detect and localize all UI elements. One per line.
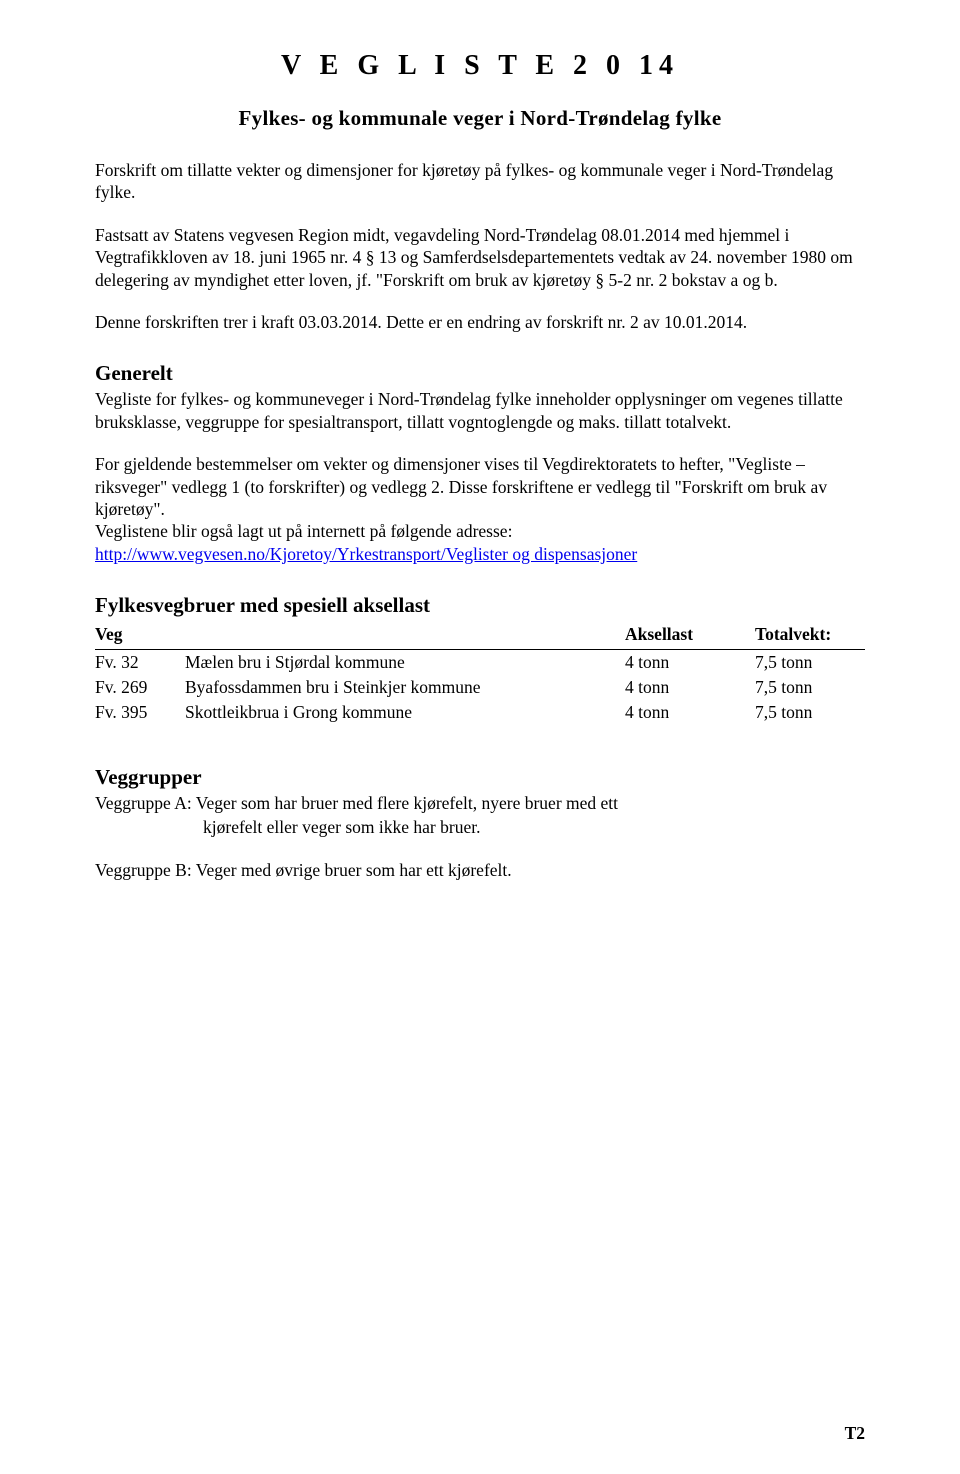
veggruppe-a-line2: kjørefelt eller veger som ikke har bruer… (95, 816, 865, 838)
cell-veg: Fv. 395 (95, 700, 185, 725)
heading-generelt: Generelt (95, 361, 865, 386)
heading-veggrupper: Veggrupper (95, 765, 865, 790)
cell-name: Byafossdammen bru i Steinkjer kommune (185, 675, 625, 700)
generelt-paragraph-1: Vegliste for fylkes- og kommuneveger i N… (95, 388, 865, 433)
intro-paragraph-3: Denne forskriften trer i kraft 03.03.201… (95, 311, 865, 333)
col-header-veg: Veg (95, 622, 625, 650)
section-bridges: Fylkesvegbruer med spesiell aksellast Ve… (95, 593, 865, 725)
col-header-totalvekt: Totalvekt: (755, 622, 865, 650)
vegvesen-link[interactable]: http://www.vegvesen.no/Kjoretoy/Yrkestra… (95, 544, 637, 564)
cell-name: Mælen bru i Stjørdal kommune (185, 650, 625, 676)
cell-totalvekt: 7,5 tonn (755, 650, 865, 676)
col-header-aksellast: Aksellast (625, 622, 755, 650)
cell-totalvekt: 7,5 tonn (755, 675, 865, 700)
bridges-table: Veg Aksellast Totalvekt: Fv. 32 Mælen br… (95, 622, 865, 725)
veggruppe-a-line1: Veggruppe A: Veger som har bruer med fle… (95, 792, 865, 814)
cell-aksellast: 4 tonn (625, 675, 755, 700)
cell-aksellast: 4 tonn (625, 700, 755, 725)
cell-veg: Fv. 32 (95, 650, 185, 676)
table-row: Fv. 32 Mælen bru i Stjørdal kommune 4 to… (95, 650, 865, 676)
generelt-p2a: For gjeldende bestemmelser om vekter og … (95, 454, 827, 519)
generelt-paragraph-2: For gjeldende bestemmelser om vekter og … (95, 453, 865, 565)
cell-veg: Fv. 269 (95, 675, 185, 700)
cell-name: Skottleikbrua i Grong kommune (185, 700, 625, 725)
veggruppe-b: Veggruppe B: Veger med øvrige bruer som … (95, 859, 865, 881)
table-row: Fv. 395 Skottleikbrua i Grong kommune 4 … (95, 700, 865, 725)
generelt-p2b: Veglistene blir også lagt ut på internet… (95, 521, 512, 541)
page-number: T2 (845, 1423, 865, 1444)
cell-totalvekt: 7,5 tonn (755, 700, 865, 725)
heading-bridges: Fylkesvegbruer med spesiell aksellast (95, 593, 865, 618)
page-subtitle: Fylkes- og kommunale veger i Nord-Trønde… (95, 106, 865, 131)
intro-paragraph-2: Fastsatt av Statens vegvesen Region midt… (95, 224, 865, 291)
document-page: V E G L I S T E 2 0 14 Fylkes- og kommun… (0, 0, 960, 1474)
page-title: V E G L I S T E 2 0 14 (95, 50, 865, 82)
intro-paragraph-1: Forskrift om tillatte vekter og dimensjo… (95, 159, 865, 204)
cell-aksellast: 4 tonn (625, 650, 755, 676)
section-generelt: Generelt Vegliste for fylkes- og kommune… (95, 361, 865, 565)
table-row: Fv. 269 Byafossdammen bru i Steinkjer ko… (95, 675, 865, 700)
section-veggrupper: Veggrupper Veggruppe A: Veger som har br… (95, 765, 865, 881)
table-header-row: Veg Aksellast Totalvekt: (95, 622, 865, 650)
